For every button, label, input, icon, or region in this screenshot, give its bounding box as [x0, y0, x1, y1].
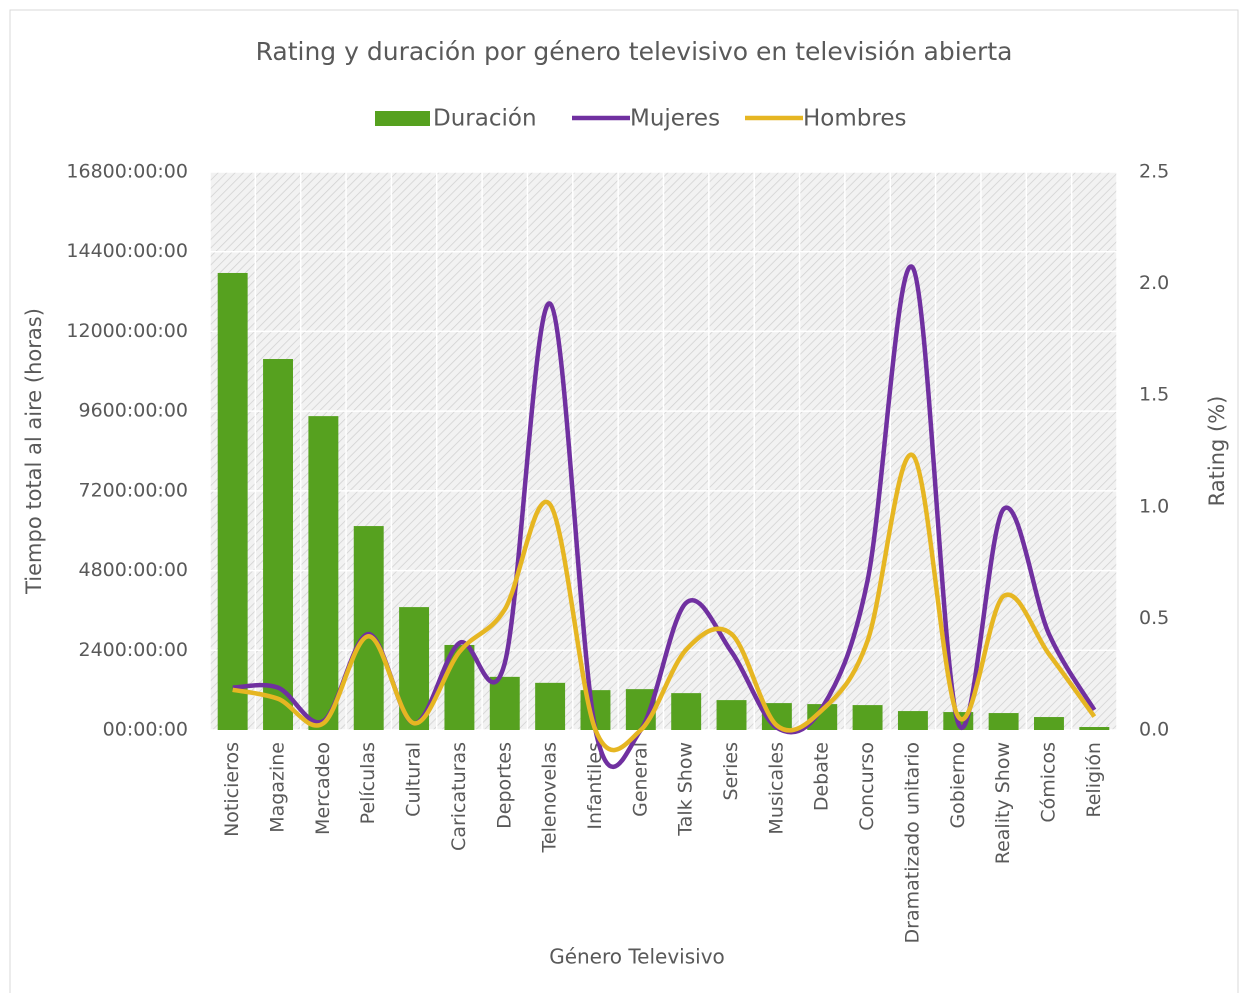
x-tick-label: Concurso: [856, 742, 878, 831]
y-tick-label: 16800:00:00: [66, 161, 188, 183]
x-tick-label: General: [629, 742, 651, 817]
bar: [1079, 727, 1110, 730]
x-tick-label: Debate: [811, 742, 833, 811]
x-tick-label: Películas: [357, 742, 379, 824]
x-tick-label: Musicales: [765, 742, 787, 835]
x-tick-label: Talk Show: [675, 742, 697, 837]
y-tick-label: 7200:00:00: [78, 479, 188, 501]
bar: [1034, 717, 1064, 730]
bar: [308, 416, 339, 730]
y2-axis-title: Rating (%): [1205, 396, 1229, 507]
y2-tick-label: 0.5: [1139, 607, 1169, 629]
y2-tick-label: 2.5: [1139, 161, 1169, 183]
y-axis-title: Tiempo total al aire (horas): [22, 308, 46, 595]
x-tick-label: Deportes: [493, 742, 515, 829]
y2-tick-label: 0.0: [1139, 719, 1169, 741]
x-tick-label: Noticieros: [221, 742, 243, 837]
x-tick-label: Telenovelas: [539, 742, 561, 853]
bar: [217, 272, 248, 730]
y-tick-label: 4800:00:00: [78, 559, 188, 581]
legend-swatch: [375, 111, 430, 126]
bar: [671, 693, 702, 730]
legend-label: Mujeres: [630, 106, 720, 132]
x-tick-label: Mercadeo: [312, 742, 334, 835]
legend-label: Hombres: [803, 106, 906, 132]
bar: [263, 358, 293, 730]
bar: [897, 711, 928, 730]
x-tick-label: Infantiles: [584, 742, 606, 830]
x-tick-label: Gobierno: [947, 742, 969, 829]
x-tick-label: Cultural: [403, 742, 425, 817]
chart-title: Rating y duración por género televisivo …: [256, 37, 1013, 66]
x-axis-title: Género Televisivo: [549, 945, 725, 969]
x-tick-label: Caricaturas: [448, 742, 470, 851]
legend-label: Duración: [433, 106, 537, 132]
bar: [535, 682, 566, 730]
x-tick-label: Series: [720, 742, 742, 800]
x-tick-label: Religión: [1083, 742, 1105, 818]
y-tick-label: 2400:00:00: [78, 639, 188, 661]
y2-tick-label: 1.0: [1139, 495, 1169, 517]
x-tick-label: Reality Show: [992, 742, 1014, 864]
y-tick-label: 14400:00:00: [66, 240, 188, 262]
y-tick-label: 12000:00:00: [66, 320, 188, 342]
y2-tick-label: 1.5: [1139, 384, 1169, 406]
y2-tick-label: 2.0: [1139, 272, 1169, 294]
line: [232, 452, 1097, 753]
bar: [716, 700, 747, 730]
bar: [988, 713, 1019, 730]
y-tick-label: 9600:00:00: [78, 400, 188, 422]
bar: [852, 705, 883, 730]
x-tick-label: Magazine: [267, 742, 289, 833]
x-tick-label: Dramatizado unitario: [901, 742, 923, 943]
bar: [489, 676, 520, 730]
bar: [353, 526, 384, 730]
y-tick-label: 00:00:00: [103, 719, 188, 741]
x-tick-label: Cómicos: [1037, 742, 1059, 823]
